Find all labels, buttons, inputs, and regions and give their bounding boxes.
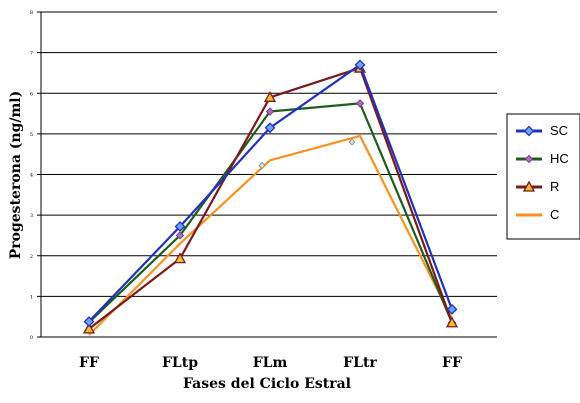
y-tick-label: 1 <box>30 294 33 300</box>
extra-marker <box>258 161 266 170</box>
legend-marker <box>523 125 535 137</box>
y-axis-title: Progesterona (ng/ml) <box>8 91 24 260</box>
x-tick-label: FF <box>442 355 462 371</box>
legend-marker <box>524 154 534 164</box>
series-line <box>88 66 454 330</box>
y-tick-label: 7 <box>30 51 33 57</box>
data-point <box>82 322 96 334</box>
legend-box <box>506 113 580 240</box>
data-point <box>173 252 187 264</box>
gridlines <box>37 11 497 338</box>
legend: SC HC RC <box>506 113 580 240</box>
series-sc <box>83 59 458 327</box>
x-tick-label: FLtp <box>162 355 198 371</box>
y-tick-label: 6 <box>30 91 33 97</box>
series-c <box>88 134 453 336</box>
data-point <box>355 99 365 108</box>
x-tick-label: FF <box>79 355 99 371</box>
y-tick-labels: 0 1 2 3 4 5 6 7 8 <box>30 10 33 341</box>
extra-markers <box>258 138 356 170</box>
series-line <box>88 134 453 336</box>
legend-label: R <box>550 179 559 194</box>
y-tick-label: 0 <box>30 335 33 341</box>
y-tick-label: 3 <box>30 213 33 219</box>
y-tick-label: 4 <box>30 173 33 179</box>
legend-label: C <box>550 207 559 222</box>
y-tick-label: 5 <box>30 132 33 138</box>
series-lines <box>82 59 459 336</box>
series-r <box>82 61 459 334</box>
y-tick-label: 8 <box>30 10 33 16</box>
extra-marker <box>348 138 356 146</box>
x-tick-label: FLm <box>253 355 288 371</box>
x-axis-title: Fases del Ciclo Estral <box>183 376 351 392</box>
y-tick-label: 2 <box>30 254 33 260</box>
data-point <box>175 231 185 240</box>
data-point <box>445 316 459 328</box>
series-line <box>88 102 454 324</box>
x-tick-label: FLtr <box>343 355 377 371</box>
data-point <box>264 122 276 134</box>
data-point <box>263 90 277 102</box>
legend-marker <box>522 180 536 192</box>
x-tick-labels: FF FLtp FLm FLtr FF <box>79 355 462 371</box>
legend-label: HC <box>550 151 569 166</box>
data-point <box>174 221 186 232</box>
legend-label: SC <box>550 123 568 138</box>
data-point <box>265 107 275 116</box>
data-point <box>83 316 95 327</box>
data-point <box>446 303 458 315</box>
data-point <box>354 59 366 71</box>
